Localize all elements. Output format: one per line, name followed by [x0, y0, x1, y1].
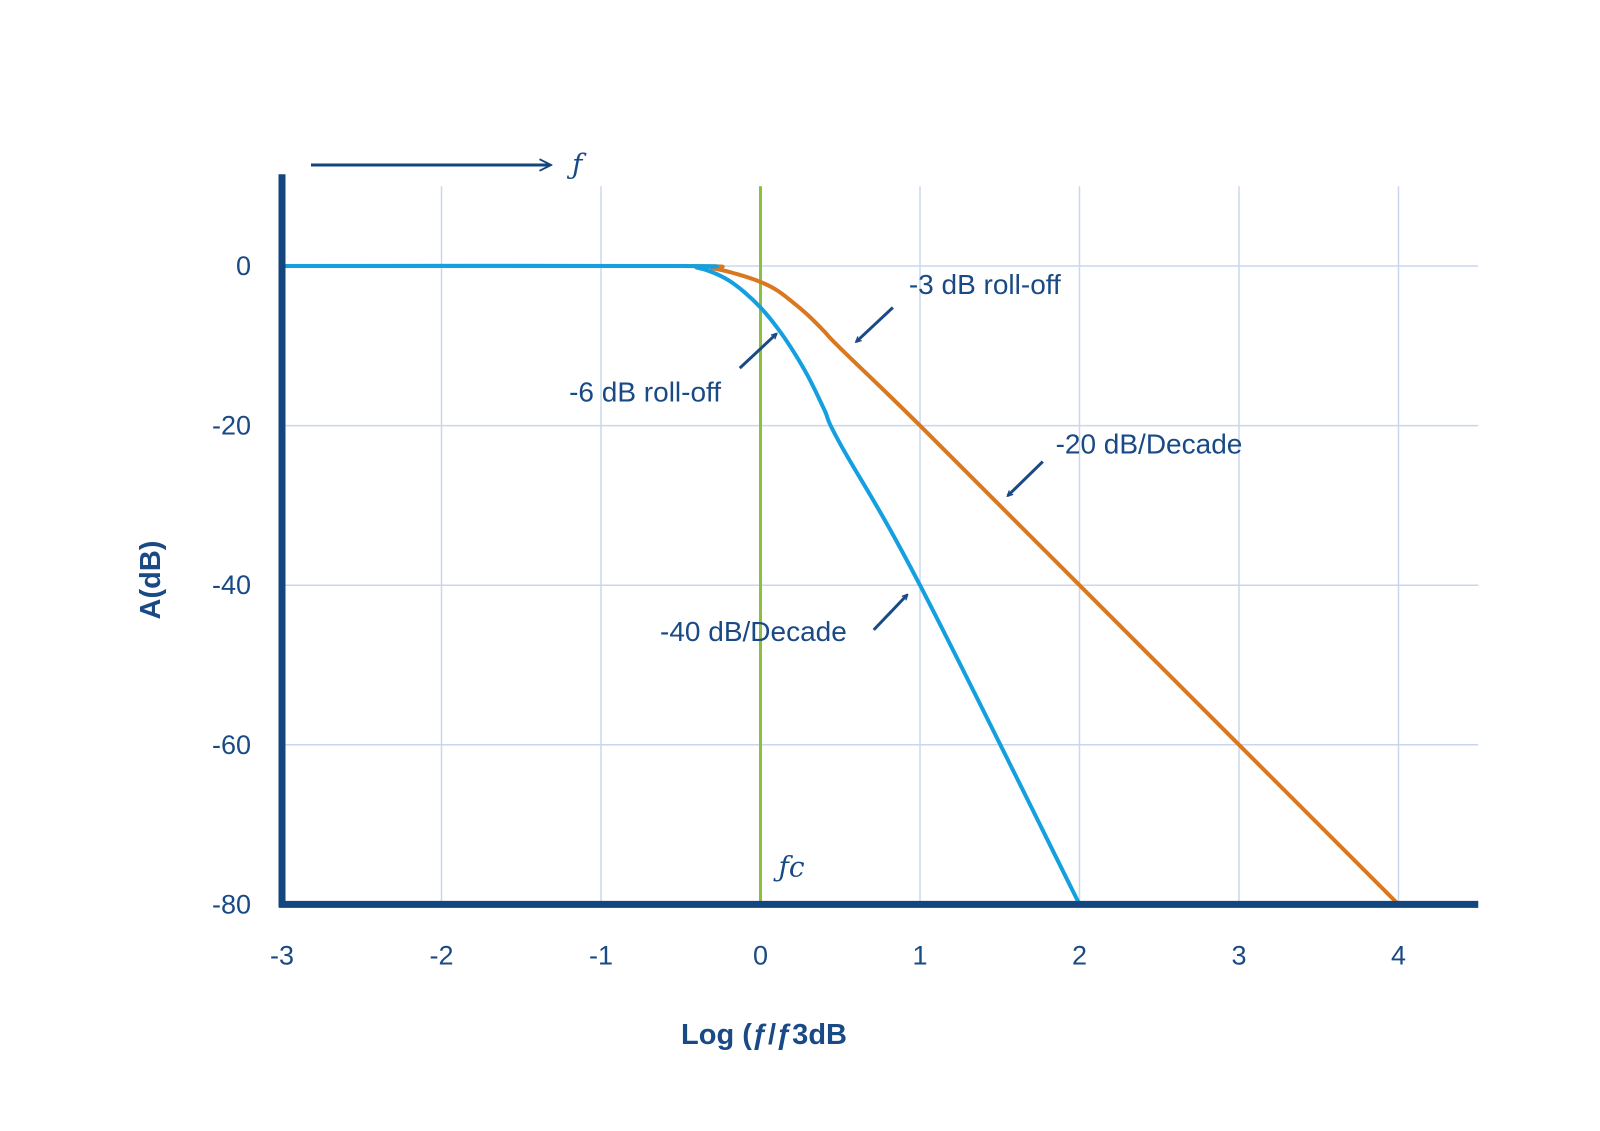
- frequency-arrow-label: ƒ: [566, 148, 587, 181]
- annotation-label: -6 dB roll-off: [569, 377, 721, 408]
- series-line-2: [280, 263, 1082, 907]
- y-axis-title: A(dB): [135, 541, 167, 620]
- annotation-arrow: [856, 306, 894, 341]
- annotation-arrow: [738, 334, 777, 370]
- x-tick-label: -1: [589, 940, 613, 970]
- tick-labels: -3 -2 -1 0 1 2 3 4 0 -20 -40 -60 -80: [212, 251, 1406, 970]
- x-tick-label: -3: [270, 940, 294, 970]
- y-tick-label: -80: [212, 889, 251, 919]
- series-group: [280, 263, 1401, 907]
- x-tick-label: 4: [1391, 940, 1406, 970]
- annotation-label: -40 dB/Decade: [660, 616, 847, 647]
- grid: [282, 186, 1479, 905]
- x-tick-label: 2: [1072, 940, 1087, 970]
- cutoff-label: ƒc: [773, 850, 805, 883]
- y-tick-label: 0: [236, 251, 251, 281]
- annotation-label: -3 dB roll-off: [909, 269, 1061, 300]
- y-tick-label: -40: [212, 570, 251, 600]
- x-tick-label: -2: [429, 940, 453, 970]
- annotation-label: -20 dB/Decade: [1056, 429, 1243, 460]
- series-line-1: [280, 263, 1401, 907]
- annotation-arrow: [1008, 460, 1044, 496]
- x-tick-label: 0: [753, 940, 768, 970]
- x-axis-title: Log (ƒ/ƒ3dB: [681, 1019, 847, 1051]
- y-tick-label: -60: [212, 730, 251, 760]
- y-tick-label: -20: [212, 411, 251, 441]
- annotation-arrow: [872, 595, 907, 631]
- axes: [278, 174, 1479, 908]
- x-tick-label: 3: [1231, 940, 1246, 970]
- frequency-arrow: ƒ: [311, 148, 587, 181]
- x-tick-label: 1: [912, 940, 927, 970]
- annotations: -3 dB roll-off -6 dB roll-off -20 dB/Decad…: [569, 269, 1242, 647]
